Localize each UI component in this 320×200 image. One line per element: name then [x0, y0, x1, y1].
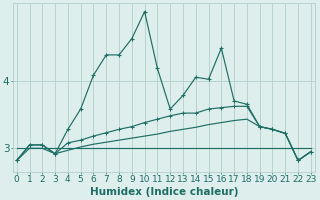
- X-axis label: Humidex (Indice chaleur): Humidex (Indice chaleur): [90, 187, 238, 197]
